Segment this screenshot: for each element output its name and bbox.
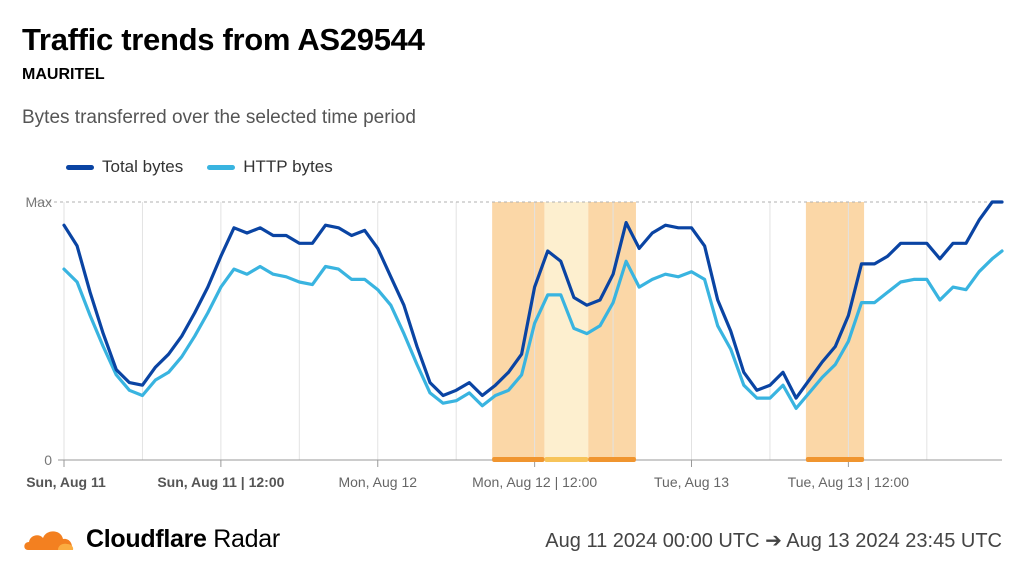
y-tick-label-0: 0 [44,452,52,468]
outage-marker-2 [588,457,636,462]
series-line-http-bytes [62,249,1004,410]
outage-band-2 [588,202,636,460]
chart-title: Traffic trends from AS29544 [22,22,425,57]
brand-name-bold: Cloudflare [86,524,207,553]
series-line-total-bytes [62,200,1004,400]
cloudflare-cloud-icon [24,531,74,550]
x-tick-label-0: Sun, Aug 11 [26,474,106,490]
brand-name-regular: Radar [213,524,280,553]
x-tick-label-3: Mon, Aug 12 | 12:00 [472,474,597,490]
chart-legend: Total bytes HTTP bytes [66,157,333,177]
chart-subtitle: MAURITEL [22,66,105,83]
legend-item-total-bytes[interactable]: Total bytes [66,157,183,177]
legend-item-http-bytes[interactable]: HTTP bytes [207,157,333,177]
x-tick-label-2: Mon, Aug 12 [338,474,417,490]
legend-swatch-total-bytes [66,164,94,170]
brand-name: Cloudflare Radar [86,525,280,554]
outage-band-3 [805,202,865,460]
chart-description: Bytes transferred over the selected time… [22,107,416,128]
legend-label-http-bytes: HTTP bytes [243,157,333,176]
outage-marker-0 [492,457,545,462]
y-tick-label-max: Max [26,194,52,210]
legend-label-total-bytes: Total bytes [102,157,184,176]
outage-marker-3 [805,457,865,462]
outage-band-0 [492,202,545,460]
cloudflare-radar-logo: Cloudflare Radar [22,524,280,554]
time-period: Aug 11 2024 00:00 UTC ➔ Aug 13 2024 23:4… [545,530,1002,552]
outage-marker-1 [544,457,589,462]
x-tick-label-5: Tue, Aug 13 | 12:00 [788,474,910,490]
x-tick-label-1: Sun, Aug 11 | 12:00 [157,474,284,490]
x-tick-label-4: Tue, Aug 13 [654,474,729,490]
legend-swatch-http-bytes [207,164,236,170]
